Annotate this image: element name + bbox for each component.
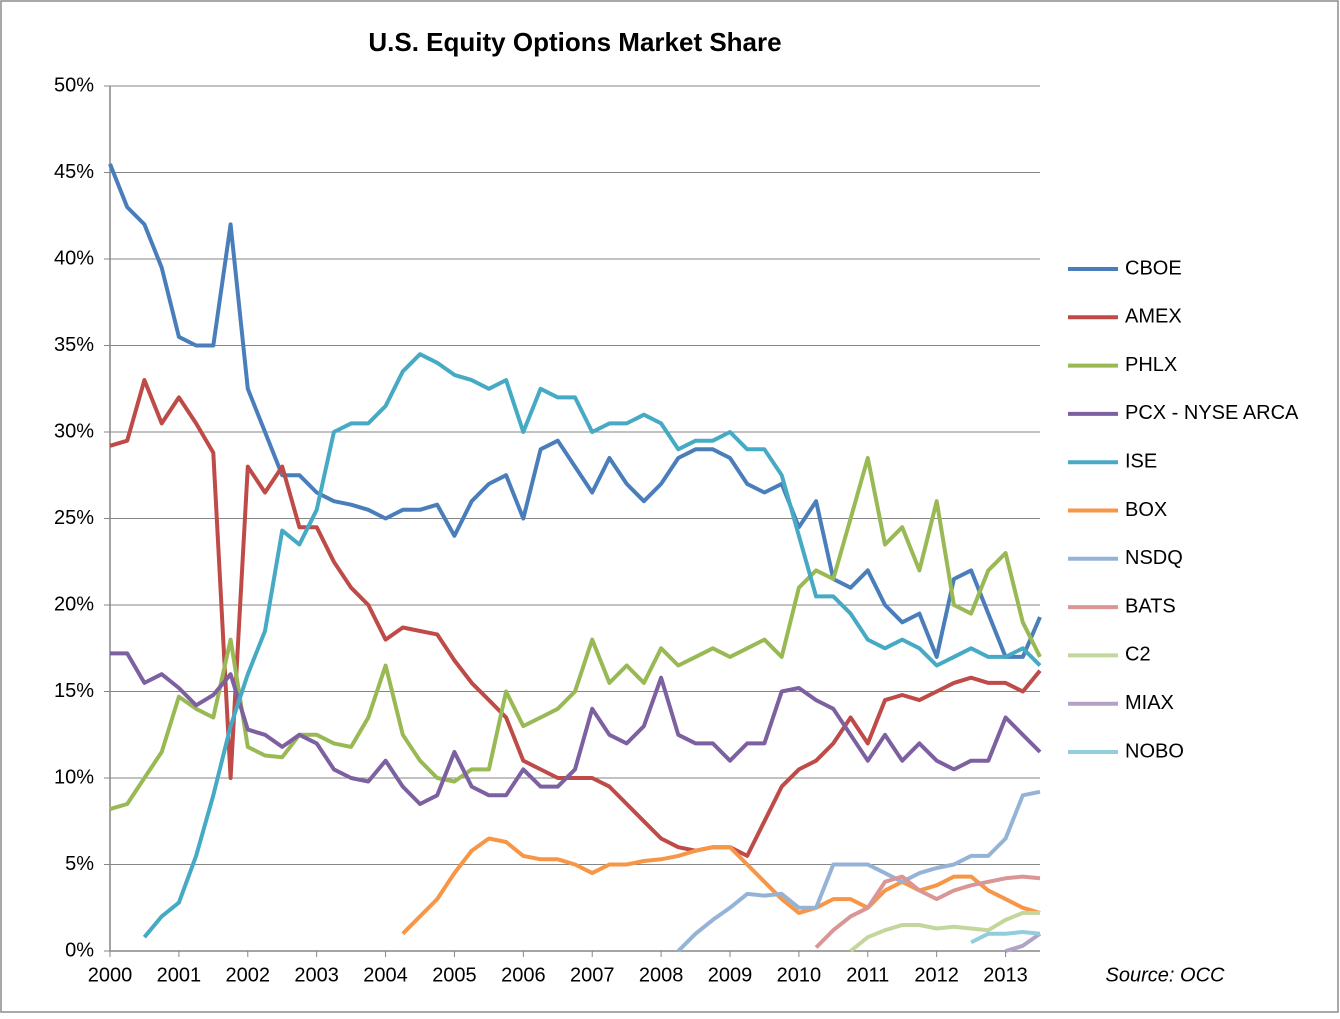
series-line bbox=[849, 910, 1040, 953]
x-tick-label: 2007 bbox=[570, 964, 615, 986]
legend-label: PHLX bbox=[1125, 354, 1177, 376]
x-tick-label: 2013 bbox=[983, 964, 1028, 986]
series-line bbox=[401, 836, 1041, 936]
series-line bbox=[676, 789, 1041, 953]
source-note: Source: OCC bbox=[1106, 964, 1225, 986]
legend-label: NOBO bbox=[1125, 740, 1184, 762]
x-tick-label: 2008 bbox=[639, 964, 684, 986]
x-tick-label: 2000 bbox=[88, 964, 133, 986]
legend-label: AMEX bbox=[1125, 306, 1182, 328]
x-tick-label: 2005 bbox=[432, 964, 477, 986]
x-tick-label: 2010 bbox=[777, 964, 822, 986]
series-line bbox=[110, 651, 1042, 806]
series-line bbox=[814, 874, 1041, 949]
x-tick-label: 2009 bbox=[708, 964, 753, 986]
legend-label: CBOE bbox=[1125, 257, 1182, 279]
series-line bbox=[970, 930, 1041, 945]
legend-label: MIAX bbox=[1125, 692, 1174, 714]
series-line bbox=[109, 378, 1042, 858]
y-tick-label: 0% bbox=[65, 939, 94, 961]
y-tick-label: 45% bbox=[54, 161, 94, 183]
x-tick-label: 2011 bbox=[846, 964, 889, 986]
y-tick-label: 15% bbox=[54, 680, 94, 702]
series-line bbox=[108, 163, 1042, 659]
x-tick-label: 2006 bbox=[501, 964, 546, 986]
legend-label: BATS bbox=[1125, 595, 1176, 617]
x-tick-label: 2002 bbox=[226, 964, 271, 986]
y-tick-label: 20% bbox=[54, 593, 94, 615]
series-line bbox=[109, 456, 1042, 812]
y-tick-label: 25% bbox=[54, 507, 94, 529]
legend-label: NSDQ bbox=[1125, 547, 1183, 569]
chart-title: U.S. Equity Options Market Share bbox=[368, 27, 781, 57]
x-tick-label: 2001 bbox=[157, 964, 202, 986]
series-line bbox=[1005, 932, 1042, 953]
legend-label: PCX - NYSE ARCA bbox=[1125, 402, 1299, 424]
y-tick-label: 40% bbox=[54, 247, 94, 269]
legend-label: C2 bbox=[1125, 644, 1151, 666]
y-tick-label: 10% bbox=[54, 766, 94, 788]
y-tick-label: 35% bbox=[54, 334, 94, 356]
y-tick-label: 5% bbox=[65, 853, 94, 875]
y-tick-label: 50% bbox=[54, 74, 94, 96]
x-tick-label: 2012 bbox=[914, 964, 959, 986]
x-tick-label: 2003 bbox=[294, 964, 339, 986]
x-tick-label: 2004 bbox=[363, 964, 408, 986]
y-tick-label: 30% bbox=[54, 420, 94, 442]
series-line bbox=[142, 352, 1042, 939]
legend-label: ISE bbox=[1125, 450, 1157, 472]
legend-label: BOX bbox=[1125, 499, 1167, 521]
